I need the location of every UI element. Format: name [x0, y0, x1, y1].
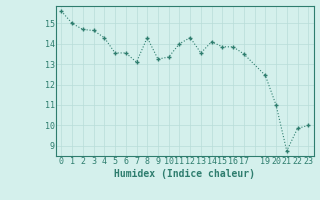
X-axis label: Humidex (Indice chaleur): Humidex (Indice chaleur)	[114, 169, 255, 179]
